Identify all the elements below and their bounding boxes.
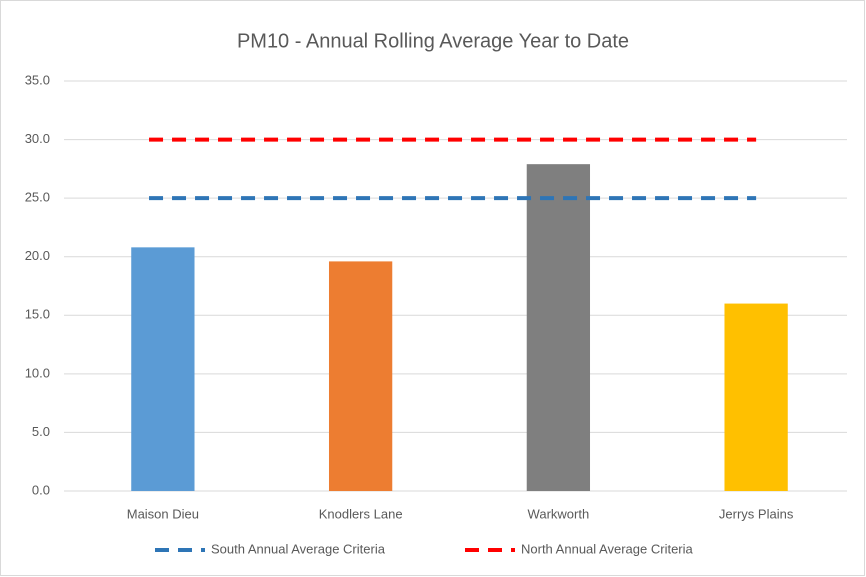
bar bbox=[131, 247, 195, 491]
legend-label: South Annual Average Criteria bbox=[211, 541, 386, 556]
y-tick-label: 0.0 bbox=[32, 482, 50, 497]
bar bbox=[328, 261, 393, 491]
x-tick-label: Knodlers Lane bbox=[319, 506, 403, 521]
x-tick-label: Warkworth bbox=[528, 506, 590, 521]
bar bbox=[724, 303, 788, 491]
x-tick-label: Maison Dieu bbox=[127, 506, 199, 521]
y-tick-label: 30.0 bbox=[25, 131, 50, 146]
y-tick-label: 5.0 bbox=[32, 424, 50, 439]
bar bbox=[526, 164, 591, 491]
chart-title: PM10 - Annual Rolling Average Year to Da… bbox=[237, 30, 629, 52]
y-tick-label: 10.0 bbox=[25, 365, 50, 380]
y-tick-label: 35.0 bbox=[25, 72, 50, 87]
x-tick-label: Jerrys Plains bbox=[719, 506, 794, 521]
y-tick-label: 20.0 bbox=[25, 248, 50, 263]
legend-label: North Annual Average Criteria bbox=[521, 541, 694, 556]
y-tick-label: 25.0 bbox=[25, 190, 50, 205]
y-tick-label: 15.0 bbox=[25, 307, 50, 322]
